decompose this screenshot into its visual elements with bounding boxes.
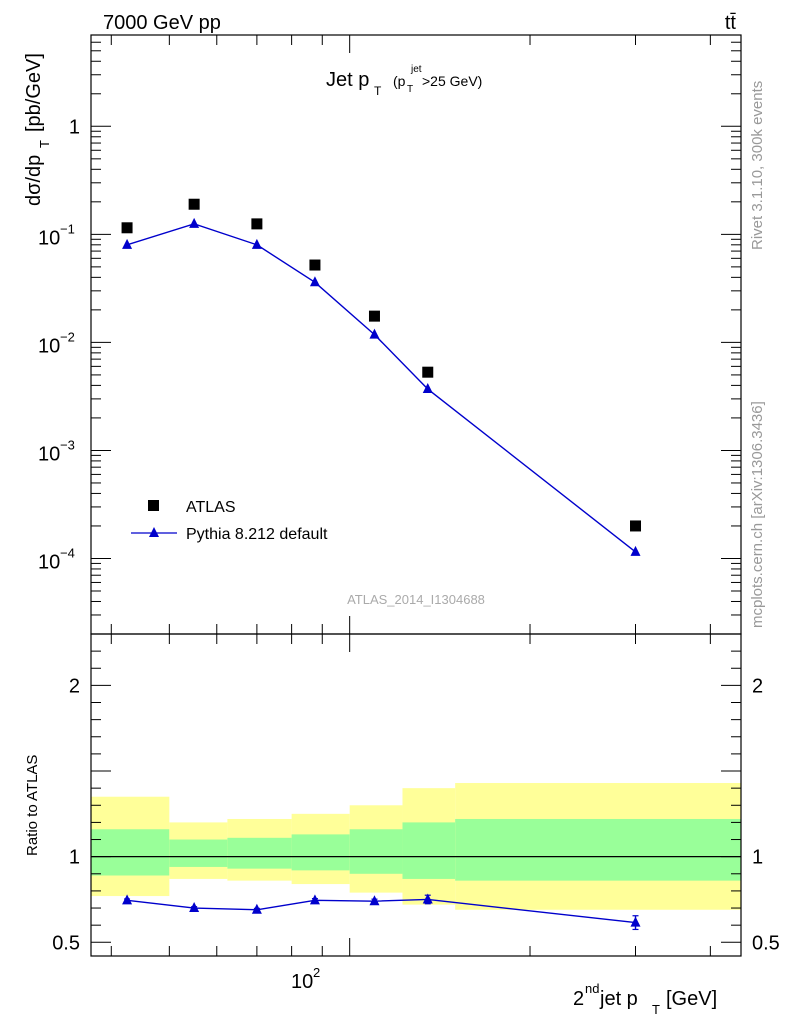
- ratio-pythia-point: [251, 903, 262, 914]
- pythia-point: [422, 383, 433, 394]
- svg-text:10: 10: [291, 971, 313, 993]
- main-y-tick-label-base: 10: [38, 551, 60, 573]
- main-series: [121, 198, 642, 556]
- svg-text:jet p: jet p: [599, 988, 638, 1010]
- ratio-band-stat: [455, 818, 741, 881]
- ratio-series: [122, 893, 641, 931]
- main-y-tick-label-exp: −2: [60, 329, 75, 344]
- ratio-y-tick-label-right: 1: [752, 847, 763, 869]
- ratio-pythia-point: [369, 895, 380, 906]
- svg-text:[pb/GeV]: [pb/GeV]: [23, 53, 45, 132]
- main-y-tick-label-exp: −4: [60, 545, 75, 560]
- legend-pythia-marker: [149, 527, 159, 537]
- main-y-tick-label-exp: −3: [60, 437, 75, 452]
- svg-text:T: T: [652, 1002, 660, 1017]
- main-y-tick-label: 10 −3: [38, 437, 75, 465]
- atlas-point: [188, 198, 200, 210]
- main-y-tick-label: 10 −1: [38, 221, 75, 249]
- ratio-pythia-point: [309, 894, 320, 905]
- main-y-tick-label-base: 10: [38, 443, 60, 465]
- svg-text:T: T: [407, 84, 413, 95]
- ratio-band-stat: [91, 829, 170, 876]
- main-y-axis-label: dσ/dp T [pb/GeV]: [23, 53, 52, 206]
- main-y-tick-label-base: 10: [38, 335, 60, 357]
- ratio-band-stat: [227, 837, 292, 869]
- svg-text:2: 2: [573, 988, 584, 1010]
- atlas-point: [251, 218, 263, 230]
- svg-text:[GeV]: [GeV]: [666, 988, 717, 1010]
- main-y-tick-label-exp: −1: [60, 221, 75, 236]
- ratio-band-stat: [291, 834, 350, 871]
- header-left-label: 7000 GeV pp: [103, 12, 221, 34]
- ratio-band-stat: [402, 822, 456, 879]
- main-frame: [90, 34, 742, 635]
- main-panel: 10 −410 −310 −210 −11 Jet p T (p T jet >25 G…: [23, 34, 742, 635]
- mcplots-label: mcplots.cern.ch [arXiv:1306.3436]: [749, 401, 766, 628]
- pythia-point: [630, 545, 641, 556]
- ratio-y-tick-label-right: 0.5: [752, 932, 780, 954]
- ratio-y-tick-label: 1: [69, 847, 80, 869]
- watermark: ATLAS_2014_I1304688: [347, 592, 485, 607]
- ratio-y-tick-labels: 0.5 0.5 1 1 2 2: [52, 675, 780, 954]
- ratio-band-stat: [349, 829, 403, 874]
- legend-atlas-marker: [148, 500, 159, 511]
- ratio-axis-ticks: [91, 633, 741, 956]
- svg-text:dσ/dp: dσ/dp: [23, 155, 45, 206]
- pythia-point: [309, 276, 320, 287]
- main-y-tick-label-text: 1: [69, 116, 80, 138]
- legend: ATLAS Pythia 8.212 default: [131, 499, 328, 543]
- ratio-pythia-point: [189, 902, 200, 913]
- x-tick-label-100: 10 2: [291, 965, 320, 993]
- legend-pythia-label: Pythia 8.212 default: [186, 526, 328, 543]
- atlas-point: [309, 259, 321, 271]
- main-axis-ticks: [91, 34, 741, 635]
- atlas-point: [630, 520, 642, 532]
- svg-text:T: T: [374, 84, 382, 98]
- x-axis-label: 2 nd jet p T [GeV]: [573, 981, 717, 1017]
- pythia-point: [122, 238, 133, 249]
- main-y-tick-label: 1: [69, 116, 80, 138]
- ratio-band-stat: [169, 839, 228, 867]
- svg-text:jet: jet: [410, 64, 422, 75]
- rivet-label: Rivet 3.1.10, 300k events: [749, 81, 766, 250]
- svg-text:(p: (p: [393, 73, 406, 89]
- atlas-point: [368, 310, 380, 322]
- ratio-y-axis-label: Ratio to ATLAS: [24, 755, 41, 856]
- ratio-y-tick-label: 2: [69, 675, 80, 697]
- svg-text:T: T: [37, 140, 52, 148]
- ratio-y-tick-label: 0.5: [52, 932, 80, 954]
- main-title: Jet p T (p T jet >25 GeV): [326, 64, 482, 98]
- main-y-tick-labels: 10 −410 −310 −210 −11: [38, 116, 80, 573]
- svg-text:>25 GeV): >25 GeV): [422, 73, 482, 89]
- ratio-y-tick-label-right: 2: [752, 675, 763, 697]
- ratio-pythia-point: [630, 916, 641, 927]
- ratio-bands: [91, 783, 741, 910]
- svg-text:nd: nd: [585, 981, 599, 996]
- svg-text:Jet p: Jet p: [326, 69, 369, 91]
- atlas-point: [422, 366, 434, 378]
- legend-atlas-label: ATLAS: [186, 499, 236, 516]
- main-y-tick-label: 10 −4: [38, 545, 75, 573]
- header-right-label: tt̄: [725, 12, 737, 34]
- main-y-tick-label: 10 −2: [38, 329, 75, 357]
- pythia-point: [189, 217, 200, 228]
- svg-text:2: 2: [313, 965, 320, 980]
- main-y-tick-label-base: 10: [38, 227, 60, 249]
- atlas-point: [121, 222, 133, 234]
- ratio-pythia-point: [422, 893, 433, 904]
- ratio-panel: 0.5 0.5 1 1 2 2 Ratio to ATLAS 10 2 2 nd jet …: [24, 633, 780, 1017]
- ratio-frame: [90, 633, 742, 957]
- ratio-pythia-point: [122, 894, 133, 905]
- pythia-point: [251, 238, 262, 249]
- pythia-point: [369, 328, 380, 339]
